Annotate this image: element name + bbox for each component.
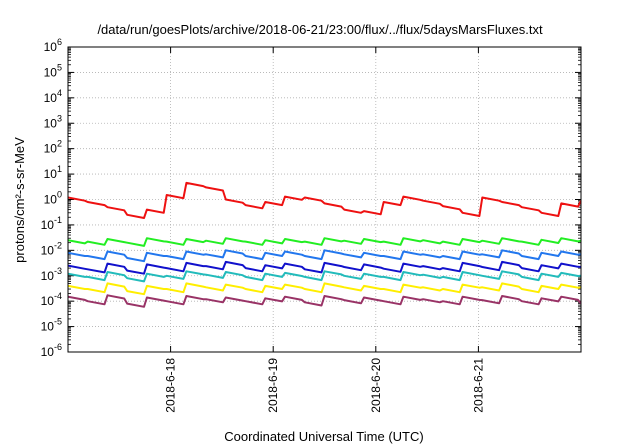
x-tick-label: 2018-6-21: [471, 358, 485, 413]
plot-area: 10-6 10-5 10-4 10-3 10-2 10-1 100 101 102 103 104 1…: [41, 37, 582, 413]
x-tick-label: 2018-6-19: [266, 358, 280, 413]
plot-frame: [67, 46, 582, 353]
y-tick-label: 103: [44, 113, 62, 130]
y-tick-label: 10-6: [41, 342, 62, 359]
y-tick-label: 10-1: [41, 215, 62, 232]
y-tick-label: 10-5: [41, 317, 62, 334]
y-tick-label: 106: [44, 37, 62, 54]
y-tick-label: 102: [44, 139, 62, 156]
y-tick-label: 105: [44, 62, 62, 79]
y-tick-label: 10-4: [41, 291, 62, 308]
y-tick-label: 104: [44, 88, 62, 105]
series-line-6: [68, 282, 581, 296]
series-line-7: [68, 294, 581, 308]
y-tick-label: 100: [44, 190, 62, 207]
x-tick-label: 2018-6-18: [164, 358, 178, 413]
y-tick-label: 10-3: [41, 266, 62, 283]
x-axis-label: Coordinated Universal Time (UTC): [224, 429, 423, 444]
y-axis-label: protons/cm²-s-sr-MeV: [12, 137, 27, 263]
y-tick-label: 10-2: [41, 240, 62, 257]
series-line-5: [68, 270, 581, 283]
series-line-1: [68, 181, 581, 219]
series-line-2: [68, 237, 581, 247]
chart-title: /data/run/goesPlots/archive/2018-06-21/2…: [97, 22, 543, 37]
y-tick-label: 101: [44, 164, 62, 181]
x-tick-label: 2018-6-20: [369, 358, 383, 413]
series-line-3: [68, 249, 581, 263]
series-line-4: [68, 260, 581, 275]
